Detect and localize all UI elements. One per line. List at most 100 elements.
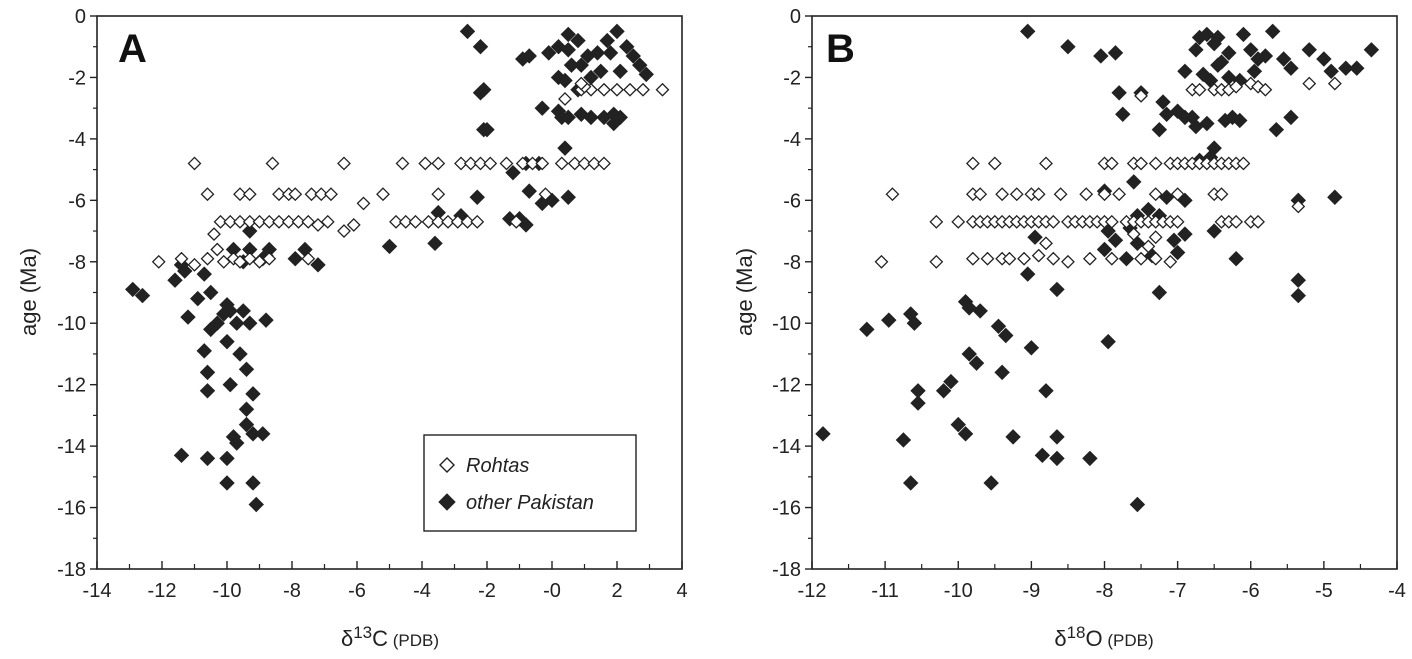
x-axis-label: δ13C (PDB): [341, 623, 439, 651]
x-tick-label: -12: [148, 580, 177, 602]
data-point-other-pakistan: [1020, 23, 1036, 40]
data-point-rohtas: [1214, 187, 1229, 202]
data-point-other-pakistan: [472, 39, 489, 55]
data-point-rohtas: [1112, 187, 1127, 202]
y-tick-label: -8: [68, 252, 86, 274]
data-point-rohtas: [1082, 251, 1097, 266]
data-point-rohtas: [473, 156, 488, 171]
data-point-other-pakistan: [190, 290, 206, 307]
data-point-rohtas: [1327, 76, 1342, 91]
data-point-rohtas: [262, 214, 277, 229]
data-point-other-pakistan: [1301, 42, 1317, 58]
data-point-other-pakistan: [203, 284, 219, 301]
data-point-other-pakistan: [1049, 450, 1065, 467]
data-point-rohtas: [554, 156, 569, 171]
data-point-other-pakistan: [1268, 121, 1285, 138]
y-tick-label: -18: [57, 559, 86, 581]
data-point-other-pakistan: [1034, 447, 1051, 464]
data-point-other-pakistan: [1283, 109, 1299, 126]
data-point-rohtas: [337, 156, 351, 171]
data-point-other-pakistan: [815, 426, 831, 442]
data-point-rohtas: [965, 156, 980, 171]
data-point-other-pakistan: [1199, 115, 1215, 132]
y-tick-label: -16: [57, 498, 86, 520]
data-point-other-pakistan: [1290, 287, 1306, 304]
data-point-other-pakistan: [560, 109, 576, 126]
data-point-other-pakistan: [310, 257, 326, 273]
chart-panel-a: -14 -12 -10 -8 -6 -4 -2 -0 2 40-2-4-6-8-10-12-14-…: [16, 6, 688, 651]
data-point-other-pakistan: [1100, 333, 1116, 350]
data-point-rohtas: [463, 156, 478, 171]
data-point-other-pakistan: [521, 183, 537, 199]
data-point-other-pakistan: [238, 401, 255, 417]
data-point-rohtas: [207, 227, 221, 242]
data-point-rohtas: [281, 214, 296, 229]
data-point-rohtas: [509, 214, 524, 229]
data-point-rohtas: [1243, 76, 1258, 91]
data-point-rohtas: [470, 214, 485, 229]
data-point-other-pakistan: [1049, 429, 1065, 445]
data-point-rohtas: [995, 187, 1010, 202]
data-point-rohtas: [610, 82, 624, 97]
data-point-other-pakistan: [1206, 223, 1222, 239]
data-point-other-pakistan: [196, 266, 212, 282]
data-point-rohtas: [200, 187, 215, 202]
data-point-rohtas: [1104, 214, 1119, 229]
data-point-rohtas: [1302, 76, 1317, 91]
data-point-other-pakistan: [1111, 85, 1127, 101]
data-point-other-pakistan: [1005, 429, 1021, 445]
data-point-other-pakistan: [534, 100, 550, 116]
data-point-other-pakistan: [550, 103, 567, 119]
data-point-rohtas: [623, 82, 637, 97]
data-point-other-pakistan: [1199, 26, 1215, 43]
data-point-rohtas: [1031, 187, 1046, 202]
legend-label-other-pakistan: other Pakistan: [466, 492, 594, 514]
data-point-rohtas: [1126, 227, 1141, 242]
data-point-rohtas: [223, 214, 238, 229]
data-point-rohtas: [535, 156, 550, 171]
data-point-other-pakistan: [903, 475, 919, 491]
data-point-other-pakistan: [1151, 284, 1168, 301]
data-point-other-pakistan: [563, 57, 580, 73]
legend-open-diamond-icon: [439, 457, 455, 473]
data-point-rohtas: [1097, 187, 1112, 202]
data-point-rohtas: [1148, 251, 1163, 266]
chart-panel-b: -12 -11 -10 -9 -8 -7 -6 -5 -4 0 -2 -4 -6 -8 -10 -12 -14 -…: [732, 6, 1406, 651]
data-point-other-pakistan: [180, 309, 196, 325]
x-tick-label: -9: [1022, 580, 1040, 602]
axis-ticks: -14 -12 -10 -8 -6 -4 -2 -0 2 40-2-4-6-8-10-12-14-…: [57, 6, 687, 602]
data-point-rohtas: [314, 187, 329, 202]
data-point-other-pakistan: [1264, 23, 1281, 40]
x-axis-label-sup: 13: [353, 623, 372, 642]
data-point-other-pakistan: [177, 263, 193, 279]
data-point-other-pakistan: [609, 23, 625, 40]
data-point-rohtas: [1104, 251, 1119, 266]
data-point-other-pakistan: [895, 432, 912, 448]
data-point-other-pakistan: [1316, 51, 1332, 67]
data-point-other-pakistan: [961, 346, 977, 362]
data-point-other-pakistan: [557, 72, 573, 89]
data-point-other-pakistan: [1177, 63, 1193, 80]
data-point-other-pakistan: [1038, 383, 1054, 399]
legend-filled-diamond-icon: [438, 493, 456, 511]
data-point-other-pakistan: [258, 312, 274, 328]
x-tick-label: -0: [543, 580, 561, 602]
data-point-other-pakistan: [1060, 39, 1076, 55]
data-point-other-pakistan: [994, 364, 1010, 381]
data-point-other-pakistan: [229, 435, 245, 451]
data-point-rohtas: [187, 156, 202, 171]
data-point-rohtas: [597, 82, 611, 97]
x-tick-label: 2: [611, 580, 622, 602]
legend-label-rohtas: Rohtas: [466, 455, 529, 477]
data-point-other-pakistan: [209, 315, 225, 331]
y-tick-label: -2: [68, 67, 86, 89]
data-point-other-pakistan: [1323, 63, 1339, 80]
data-point-rohtas: [421, 214, 436, 229]
data-point-other-pakistan: [381, 238, 398, 255]
data-point-other-pakistan: [1224, 109, 1241, 126]
data-point-other-pakistan: [287, 250, 303, 267]
data-point-rohtas: [1251, 214, 1265, 229]
data-point-other-pakistan: [427, 235, 443, 252]
data-point-other-pakistan: [593, 63, 609, 80]
y-tick-label: -18: [772, 559, 801, 581]
